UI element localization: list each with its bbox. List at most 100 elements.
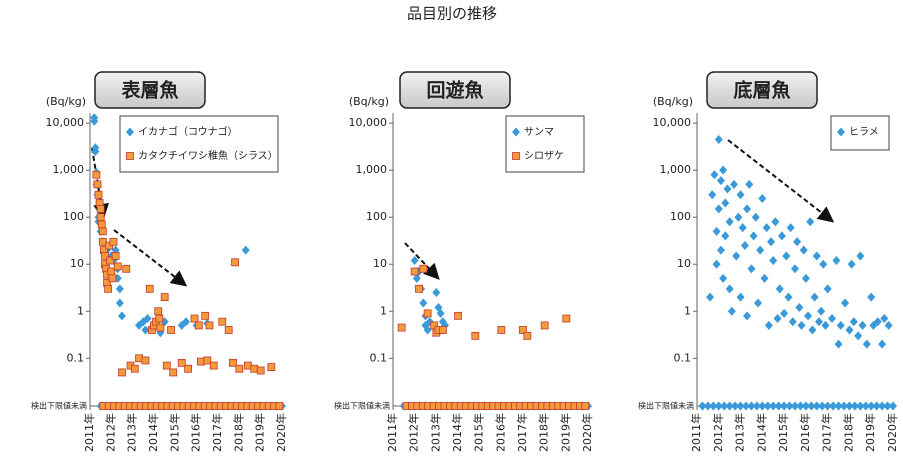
marker-square: [96, 213, 105, 222]
marker-diamond: [115, 284, 124, 294]
marker-diamond: [714, 134, 723, 144]
badge: [399, 71, 511, 109]
marker-square: [113, 262, 122, 271]
y-tick-label: 10: [677, 257, 691, 270]
y-tick-label: 0.1: [674, 351, 692, 364]
marker-square: [201, 311, 210, 320]
marker-square: [229, 358, 237, 367]
legend-label: カタクチイワシ稚魚（シラス）: [138, 149, 278, 162]
marker-diamond: [837, 127, 845, 137]
marker-diamond: [774, 401, 783, 411]
marker-square: [197, 357, 205, 366]
marker-diamond: [840, 401, 848, 411]
marker-square: [194, 321, 203, 330]
marker-diamond: [709, 401, 718, 411]
marker-diamond: [829, 401, 838, 411]
marker-diamond: [785, 401, 794, 411]
x-tick-label: 2014年: [146, 413, 160, 452]
x-tick-label: 2013年: [428, 413, 442, 452]
marker-diamond: [745, 179, 754, 189]
marker-diamond: [731, 401, 740, 411]
x-tick-label: 2019年: [253, 413, 267, 452]
x-tick-label: 2012年: [711, 413, 725, 452]
marker-diamond: [873, 317, 882, 327]
legend-label: ヒラメ: [849, 126, 879, 138]
y-tick-label: 1,000: [53, 163, 85, 176]
marker-square: [235, 364, 244, 373]
marker-diamond: [732, 251, 741, 261]
marker-diamond: [818, 401, 827, 411]
marker-diamond: [749, 231, 758, 241]
marker-diamond: [807, 401, 816, 411]
marker-diamond: [775, 284, 784, 294]
marker-diamond: [115, 298, 124, 308]
marker-diamond: [708, 190, 717, 200]
marker-diamond: [764, 320, 773, 330]
badge-title: 回遊魚: [426, 79, 483, 102]
marker-diamond: [801, 401, 810, 411]
marker-diamond: [712, 259, 721, 269]
marker-diamond: [721, 198, 730, 208]
nd-label: 検出下限値未満: [31, 401, 87, 411]
marker-diamond: [126, 127, 134, 137]
x-tick-label: 2018年: [537, 413, 551, 452]
marker-diamond: [512, 127, 520, 137]
marker-diamond: [703, 401, 712, 411]
marker-square: [454, 311, 462, 320]
marker-diamond: [797, 320, 806, 330]
marker-diamond: [734, 212, 743, 222]
x-tick-label: 2012年: [103, 413, 117, 452]
marker-diamond: [736, 292, 745, 302]
marker-diamond: [769, 401, 778, 411]
y-tick-label: 10: [373, 257, 387, 270]
marker-diamond: [823, 401, 832, 411]
marker-square: [92, 170, 101, 179]
marker-diamond: [706, 292, 715, 302]
marker-square: [145, 284, 154, 293]
marker-diamond: [751, 212, 760, 222]
marker-diamond: [710, 170, 719, 180]
marker-diamond: [742, 401, 750, 411]
marker-square: [419, 264, 428, 273]
marker-diamond: [801, 273, 810, 283]
marker-diamond: [432, 288, 441, 298]
marker-diamond: [760, 273, 769, 283]
legend-box: [119, 115, 279, 173]
marker-diamond: [725, 284, 734, 294]
marker-diamond: [814, 317, 823, 327]
x-tick-label: 2016年: [798, 413, 812, 452]
marker-square: [209, 361, 218, 370]
marker-square: [98, 227, 107, 236]
y-tick-label: 1: [380, 304, 387, 317]
page-title: 品目別の推移: [407, 5, 497, 23]
x-tick-label: 2014年: [450, 413, 464, 452]
marker-diamond: [786, 223, 795, 233]
marker-diamond: [810, 292, 819, 302]
marker-diamond: [834, 339, 843, 349]
marker-diamond: [412, 273, 421, 283]
legend-box: [505, 115, 585, 173]
marker-diamond: [747, 264, 756, 274]
x-tick-label: 2011年: [689, 413, 703, 452]
marker-square: [154, 307, 163, 316]
marker-diamond: [808, 325, 817, 335]
marker-diamond: [773, 314, 782, 324]
marker-diamond: [793, 237, 802, 247]
marker-diamond: [791, 401, 799, 411]
marker-diamond: [884, 320, 893, 330]
marker-diamond: [762, 223, 771, 233]
y-axis-label: (Bq/kg): [653, 95, 693, 108]
marker-square: [423, 309, 432, 318]
badge: [706, 71, 818, 109]
marker-diamond: [763, 401, 772, 411]
marker-diamond: [730, 179, 739, 189]
marker-square: [122, 264, 131, 273]
marker-diamond: [878, 339, 887, 349]
marker-square: [250, 364, 259, 373]
marker-diamond: [845, 325, 854, 335]
marker-diamond: [758, 401, 767, 411]
marker-diamond: [756, 245, 765, 255]
x-tick-label: 2019年: [863, 413, 877, 452]
marker-square: [471, 331, 480, 340]
